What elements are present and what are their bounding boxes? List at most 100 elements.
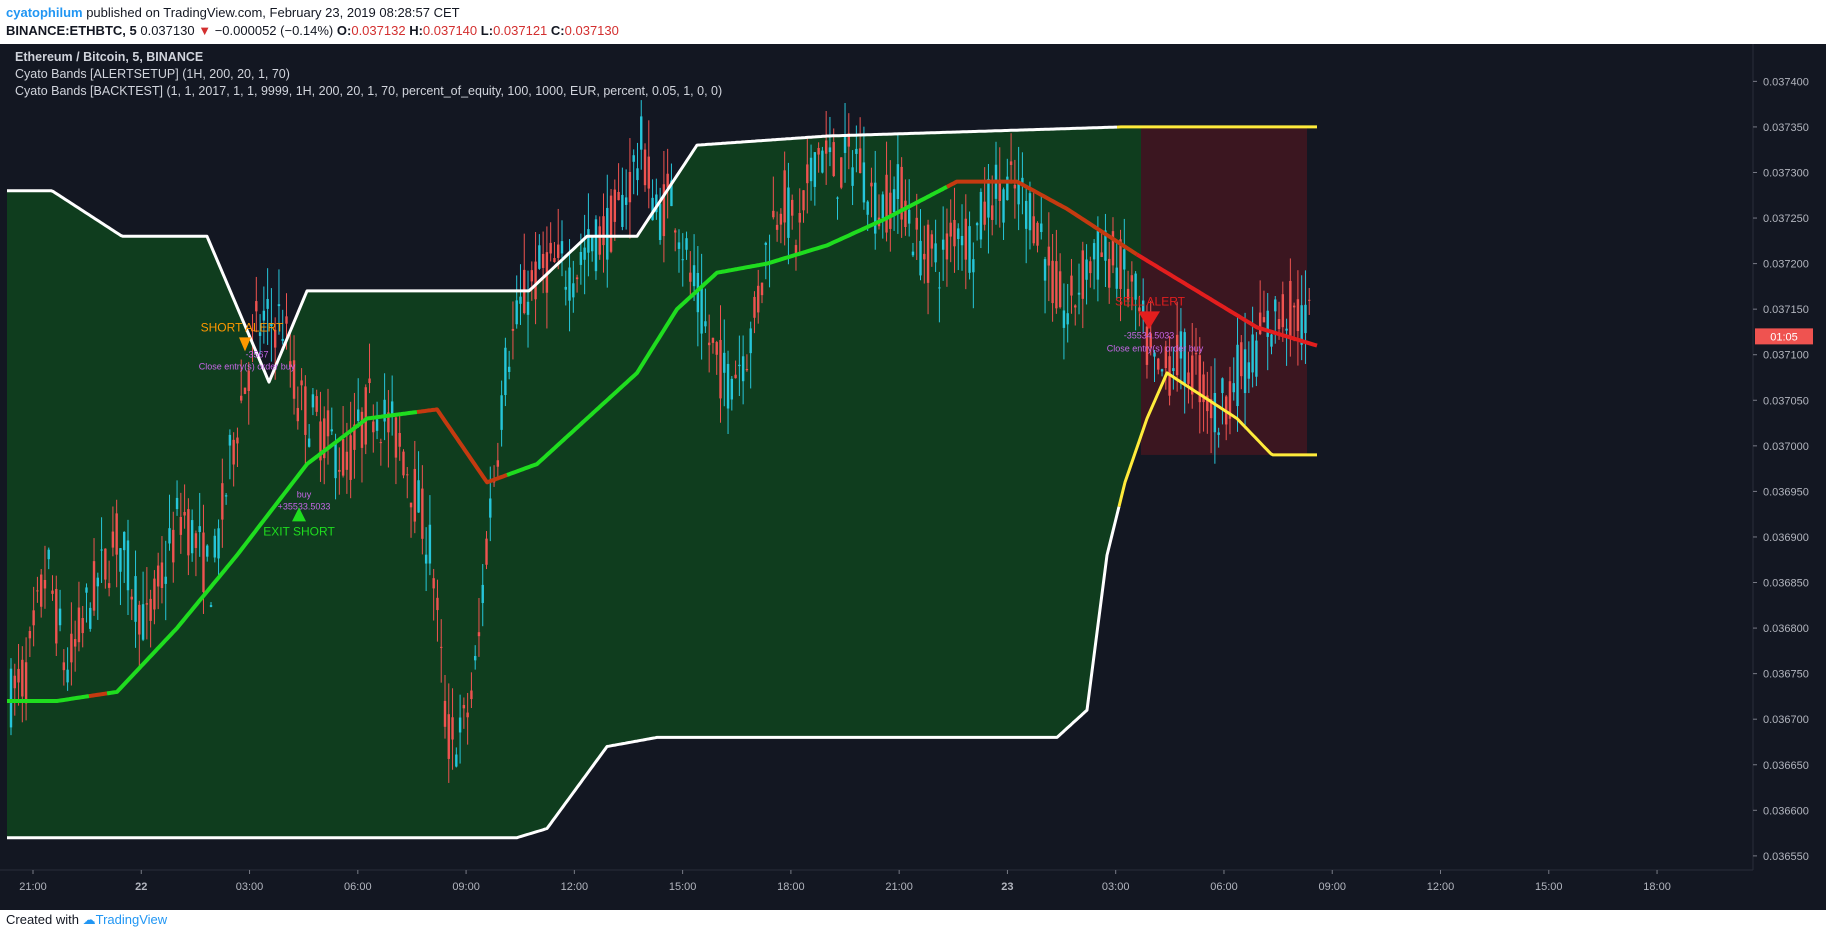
candle-body xyxy=(1179,331,1183,359)
candle-body xyxy=(677,242,681,249)
candle-body xyxy=(160,562,164,588)
candle-body xyxy=(1217,432,1220,435)
candle-body xyxy=(481,584,484,604)
candle-body xyxy=(360,411,364,448)
basis-line-bull xyxy=(106,410,418,696)
candle-body xyxy=(1017,181,1020,205)
candle-body xyxy=(1292,305,1296,308)
candle-body xyxy=(119,548,122,572)
candle-body xyxy=(183,512,186,516)
candle-body xyxy=(156,565,160,587)
price-axis[interactable]: 0.037400 0.037350 0.037300 0.037250 0.037200… xyxy=(1752,44,1826,910)
tradingview-logo-icon[interactable]: ☁ xyxy=(82,912,96,927)
candle-body xyxy=(1021,177,1024,183)
candle-body xyxy=(413,468,417,522)
publication-header: cyatophilum published on TradingView.com… xyxy=(0,0,1826,42)
candle-body xyxy=(934,243,937,263)
candle-body xyxy=(1266,310,1269,337)
candle-body xyxy=(530,270,533,282)
candle-body xyxy=(624,197,628,205)
candle-body xyxy=(323,418,326,459)
candle-body xyxy=(221,483,224,520)
price-tick-label: 0.036650 xyxy=(1763,760,1809,772)
candle-body xyxy=(187,509,190,556)
candle-body xyxy=(590,236,594,252)
candle-body xyxy=(73,639,77,647)
time-axis[interactable]: 21:00 22 03:00 06:00 09:00 12:00 15:00 18:00 21:… xyxy=(0,869,1753,910)
candle-body xyxy=(817,147,820,155)
candle-body xyxy=(941,239,945,250)
candle-body xyxy=(1258,312,1262,335)
legend-study-backtest[interactable]: Cyato Bands [BACKTEST] (1, 1, 2017, 1, 1… xyxy=(15,84,722,98)
candle-body xyxy=(553,258,556,263)
candle-body xyxy=(821,150,824,173)
legend-study-alertsetup[interactable]: Cyato Bands [ALERTSETUP] (1H, 200, 20, 1… xyxy=(15,67,290,81)
candle-body xyxy=(319,421,322,461)
candle-body xyxy=(938,287,941,289)
time-tick-label: 06:00 xyxy=(344,881,372,893)
candle-body xyxy=(341,439,345,476)
price-chart[interactable]: SHORT ALERT -3567 Close entry(s) order buy… xyxy=(0,44,1826,910)
candle-body xyxy=(330,429,333,432)
candle-body xyxy=(1096,231,1100,280)
candle-body xyxy=(1051,260,1054,304)
candle-body xyxy=(300,380,303,386)
sell-zone xyxy=(1141,126,1307,455)
candle-body xyxy=(1240,342,1243,377)
candle-body xyxy=(549,242,552,254)
candle-body xyxy=(296,407,300,422)
price-tick-label: 0.036750 xyxy=(1763,669,1809,681)
candle-body xyxy=(1126,288,1130,300)
candle-body xyxy=(998,179,1001,201)
candle-body xyxy=(983,201,986,225)
price-tick-label: 0.036800 xyxy=(1763,623,1809,635)
time-tick-label: 15:00 xyxy=(669,881,697,893)
basis-line-bear xyxy=(1135,252,1318,348)
candle-body xyxy=(738,364,741,367)
candle-body xyxy=(175,497,179,510)
candle-body xyxy=(134,576,137,622)
high-label: H: xyxy=(409,23,423,38)
candle-body xyxy=(602,216,605,246)
candle-body xyxy=(21,659,24,697)
price-tick-label: 0.037100 xyxy=(1763,350,1809,362)
price-change: −0.000052 (−0.14%) xyxy=(214,23,334,38)
candle-body xyxy=(519,296,522,304)
candle-body xyxy=(772,210,775,218)
candle-body xyxy=(1002,189,1005,223)
candle-body xyxy=(473,655,477,661)
author-link[interactable]: cyatophilum xyxy=(6,5,83,20)
close-label: C: xyxy=(550,23,565,38)
candle-body xyxy=(451,717,454,740)
sell-alert-arrow-icon xyxy=(1138,311,1160,330)
candle-body xyxy=(123,531,126,551)
basis-line-neutral xyxy=(88,691,108,699)
candle-body xyxy=(217,528,220,559)
candle-body xyxy=(647,156,650,189)
candle-body xyxy=(843,135,847,153)
candle-body xyxy=(100,549,103,551)
last-price-badge xyxy=(1755,328,1813,345)
tradingview-link[interactable]: TradingView xyxy=(95,912,168,927)
candle-body xyxy=(1202,374,1205,403)
open-label: O: xyxy=(336,23,352,38)
candle-body xyxy=(1013,184,1017,189)
last-price-label: 01:05 xyxy=(1770,331,1798,343)
candle-body xyxy=(1289,280,1292,337)
band-lines-layer xyxy=(7,125,1318,840)
candle-body xyxy=(666,173,669,188)
down-arrow-icon: ▼ xyxy=(198,23,212,38)
candle-body xyxy=(277,304,281,307)
candle-body xyxy=(458,717,462,733)
short-trade-id: -3567 xyxy=(245,349,268,359)
close-value: 0.037130 xyxy=(564,23,619,38)
time-tick-label: 22 xyxy=(135,881,147,893)
annotations-layer: SHORT ALERT -3567 Close entry(s) order buy… xyxy=(199,294,1204,538)
candle-body xyxy=(881,194,884,219)
candle-body xyxy=(515,300,518,325)
candle-body xyxy=(1221,378,1224,394)
candle-body xyxy=(734,374,737,379)
price-tick-label: 0.037000 xyxy=(1763,441,1809,453)
candle-body xyxy=(440,646,443,648)
candle-body xyxy=(255,301,258,312)
